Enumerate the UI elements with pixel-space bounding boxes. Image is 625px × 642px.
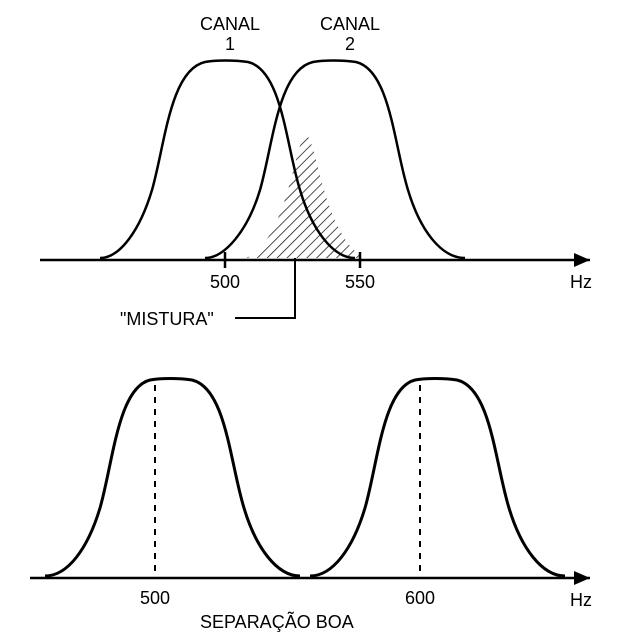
- tick-label: 500: [210, 272, 240, 292]
- channel-label: CANAL: [200, 14, 260, 34]
- channel-number: 2: [345, 34, 355, 54]
- top-channel-labels: CANAL1CANAL2: [200, 14, 380, 54]
- tick-label: 600: [405, 588, 435, 608]
- top-diagram: Hz 500550 CANAL1CANAL2 "MISTURA": [40, 14, 592, 329]
- bottom-curve-2: [310, 379, 565, 577]
- bottom-axis-unit: Hz: [570, 590, 592, 610]
- tick-label: 550: [345, 272, 375, 292]
- top-axis-unit: Hz: [570, 272, 592, 292]
- top-axis-arrow-icon: [574, 253, 590, 267]
- bottom-curve-1: [45, 379, 300, 577]
- mistura-leader-line: [235, 258, 295, 318]
- bottom-axis-arrow-icon: [574, 571, 590, 585]
- tick-label: 500: [140, 588, 170, 608]
- mistura-label: "MISTURA": [120, 309, 214, 329]
- channel-number: 1: [225, 34, 235, 54]
- channel-label: CANAL: [320, 14, 380, 34]
- bottom-caption: SEPARAÇÃO BOA: [200, 611, 354, 632]
- top-overlap-region: [246, 132, 366, 258]
- bottom-diagram: Hz 500 600 SEPARAÇÃO BOA: [30, 379, 592, 633]
- bottom-ticks: 500 600: [140, 588, 435, 608]
- figure: Hz 500550 CANAL1CANAL2 "MISTURA" Hz 5006…: [0, 0, 625, 642]
